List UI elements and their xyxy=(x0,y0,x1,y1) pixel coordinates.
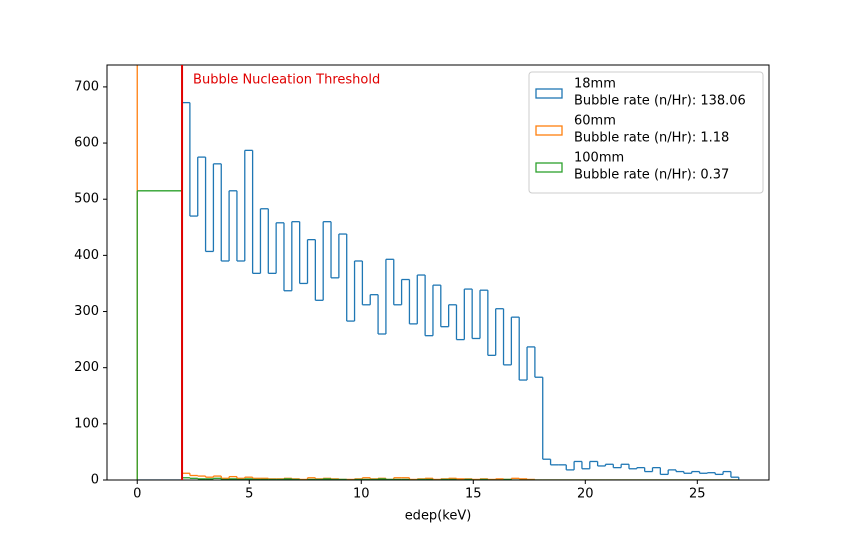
histogram-series xyxy=(137,101,740,480)
y-tick-label: 500 xyxy=(74,192,99,207)
y-tick-label: 600 xyxy=(74,136,99,151)
y-tick-label: 700 xyxy=(74,79,99,94)
axes-frame xyxy=(106,64,770,481)
x-tick-label: 15 xyxy=(465,487,482,502)
legend-swatch xyxy=(535,125,563,136)
y-tick-label: 400 xyxy=(74,248,99,263)
legend-label: 18mm xyxy=(574,77,616,92)
legend-label: 60mm xyxy=(574,114,616,129)
legend-rate: Bubble rate (n/Hr): 0.37 xyxy=(574,168,729,183)
x-tick-label: 25 xyxy=(689,487,706,502)
x-tick-label: 10 xyxy=(353,487,370,502)
x-tick-label: 5 xyxy=(245,487,253,502)
legend: 18mm Bubble rate (n/Hr): 138.06 60mm Bubble… xyxy=(528,71,764,194)
y-tick-label: 0 xyxy=(91,473,99,488)
legend-frame xyxy=(528,71,764,194)
legend-swatch xyxy=(535,88,563,99)
legend-rate: Bubble rate (n/Hr): 138.06 xyxy=(574,94,746,109)
y-tick-label: 200 xyxy=(74,360,99,375)
x-tick-label: 20 xyxy=(577,487,594,502)
x-tick-label: 0 xyxy=(133,487,141,502)
legend-swatch xyxy=(535,162,563,173)
legend-rate: Bubble rate (n/Hr): 1.18 xyxy=(574,131,729,146)
y-tick-label: 300 xyxy=(74,304,99,319)
legend-label: 100mm xyxy=(574,151,624,166)
x-axis-label: edep(keV) xyxy=(405,509,472,524)
y-tick-label: 100 xyxy=(74,416,99,431)
threshold-label: Bubble Nucleation Threshold xyxy=(193,73,380,88)
